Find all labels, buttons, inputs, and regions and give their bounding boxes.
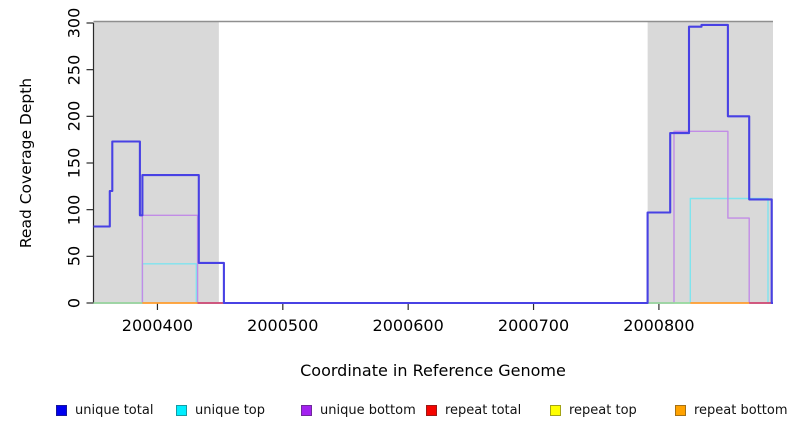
legend-swatch-icon — [675, 404, 686, 416]
series-unique-bottom — [93, 130, 773, 304]
legend-item-repeat-bottom: repeat bottom — [675, 401, 788, 419]
x-tick-label: 2000700 — [497, 316, 570, 335]
x-tick-label: 2000600 — [372, 316, 444, 335]
legend-item-unique-total: unique total — [56, 401, 153, 419]
legend-label: unique total — [75, 402, 154, 418]
y-tick-label: 0 — [64, 297, 84, 309]
legend-label: unique bottom — [320, 402, 416, 418]
legend-swatch-icon — [176, 404, 187, 416]
plot-canvas — [86, 20, 773, 310]
legend-label: unique top — [195, 402, 266, 418]
x-axis-title: Coordinate in Reference Genome — [300, 361, 566, 380]
legend-item-unique-top: unique top — [176, 401, 265, 419]
y-tick-label: 150 — [64, 147, 84, 179]
legend-swatch-icon — [56, 404, 67, 416]
legend-label: repeat total — [445, 402, 522, 418]
x-tick-label: 2000800 — [623, 316, 695, 335]
legend-label: repeat bottom — [694, 402, 788, 418]
y-tick-label: 250 — [64, 54, 84, 85]
y-tick-label: 300 — [64, 7, 84, 39]
chart-legend: unique total unique top unique bottom repea… — [0, 401, 792, 421]
y-axis-title: Read Coverage Depth — [17, 77, 35, 249]
legend-item-unique-bottom: unique bottom — [301, 401, 416, 419]
legend-item-repeat-total: repeat total — [426, 401, 521, 419]
series-unique-total — [93, 23, 773, 305]
y-tick-label: 100 — [64, 194, 84, 225]
legend-swatch-icon — [550, 404, 561, 416]
legend-swatch-icon — [301, 404, 312, 416]
y-tick-label: 200 — [64, 101, 84, 132]
legend-item-repeat-top: repeat top — [550, 401, 637, 419]
legend-swatch-icon — [426, 404, 437, 416]
y-tick-label: 50 — [64, 246, 84, 267]
x-tick-label: 2000400 — [121, 316, 194, 335]
legend-label: repeat top — [569, 402, 637, 418]
shaded-region — [647, 21, 773, 303]
x-tick-label: 2000500 — [247, 316, 319, 335]
